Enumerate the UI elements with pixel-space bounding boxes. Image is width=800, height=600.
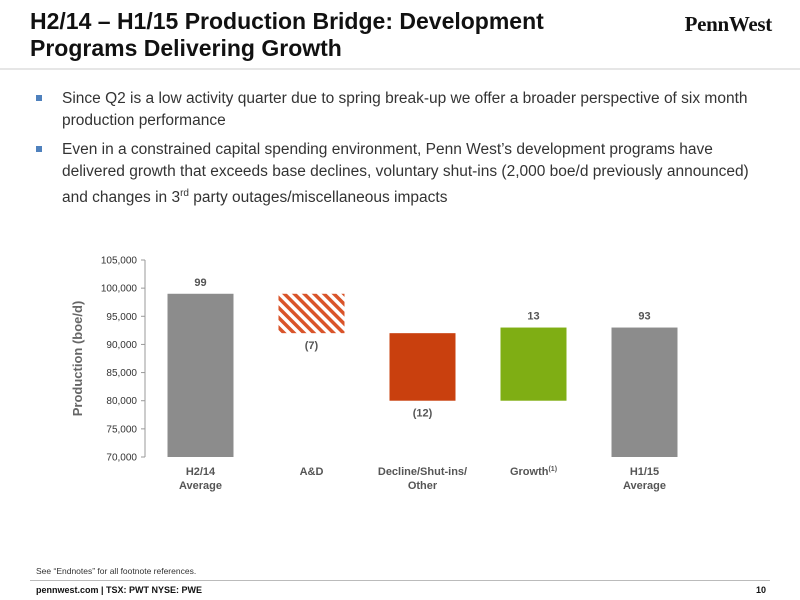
bar-value-label: (7) [305,340,319,352]
y-tick-label: 85,000 [106,368,137,379]
y-tick-label: 80,000 [106,396,137,407]
square-bullet-icon [36,146,42,152]
y-tick-label: 95,000 [106,312,137,323]
category-label-line2: Other [408,480,438,492]
page-number: 10 [755,585,766,595]
waterfall-bar [389,333,456,401]
bar-value-label: (12) [413,408,433,420]
category-superscript: (1) [548,466,557,473]
footnote: See “Endnotes” for all footnote referenc… [36,566,197,576]
bullet-item: Even in a constrained capital spending e… [36,139,766,209]
bullet-text: Even in a constrained capital spending e… [62,141,749,207]
title-line-2: Programs Delivering Growth [30,35,342,61]
waterfall-bar [611,327,678,457]
bullet-list: Since Q2 is a low activity quarter due t… [36,88,766,216]
waterfall-bar [500,327,567,401]
pennwest-logo: PennWest [684,12,773,36]
square-bullet-icon [36,95,42,101]
page-title: H2/14 – H1/15 Production Bridge: Develop… [30,8,630,62]
bar-value-label: 93 [638,311,650,323]
category-label: Decline/Shut-ins/ [378,466,467,478]
bullet-item: Since Q2 is a low activity quarter due t… [36,88,766,132]
category-label: A&D [300,466,324,478]
footer-text: pennwest.com | TSX: PWT NYSE: PWE [36,585,203,595]
category-label-line2: Average [179,480,222,492]
waterfall-bar [278,293,345,334]
category-label: H2/14 [186,466,216,478]
category-label-line2: Average [623,480,666,492]
header-divider [0,68,800,70]
production-bridge-chart: 70,000 75,000 80,000 85,000 90,000 95,000 100,… [70,256,678,492]
bullet-text: Since Q2 is a low activity quarter due t… [62,90,748,129]
y-axis-title: Production (boe/d) [70,301,85,417]
category-label: H1/15 [630,466,659,478]
waterfall-bar [167,293,234,457]
y-tick-label: 90,000 [106,340,137,351]
category-label: Growth(1) [510,466,557,478]
footer-divider [30,580,770,581]
bar-value-label: 99 [194,277,206,289]
title-line-1: H2/14 – H1/15 Production Bridge: Develop… [30,8,544,34]
y-tick-label: 70,000 [106,453,137,464]
y-tick-label: 105,000 [101,256,138,267]
bar-value-label: 13 [527,311,539,323]
y-tick-label: 100,000 [101,284,138,295]
y-tick-label: 75,000 [106,424,137,435]
